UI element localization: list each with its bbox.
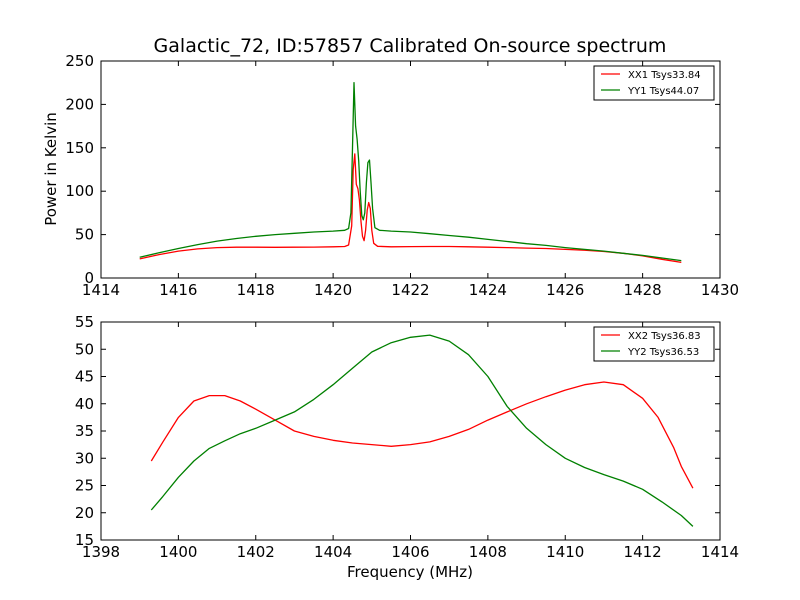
series-line-yy1 xyxy=(139,82,682,262)
x-tick-label: 1410 xyxy=(546,543,584,561)
y-tick-label: 15 xyxy=(75,531,94,549)
x-tick-label: 1430 xyxy=(701,281,739,299)
y-tick-label: 0 xyxy=(84,269,94,287)
x-tick-label: 1416 xyxy=(159,281,197,299)
x-tick-label: 1408 xyxy=(469,543,507,561)
x-tick-label: 1420 xyxy=(314,281,352,299)
top-spectrum-panel: Galactic_72, ID:57857 Calibrated On-sour… xyxy=(42,35,739,299)
x-tick-label: 1412 xyxy=(624,543,662,561)
legend-entry-xx2: XX2 Tsys36.83 xyxy=(628,331,701,342)
x-tick-label: 1404 xyxy=(314,543,352,561)
x-tick-label: 1424 xyxy=(469,281,507,299)
bottom-spectrum-panel: Frequency (MHz) 1398 1400 1402 1404 1406 1408… xyxy=(75,313,739,581)
x-tick-label: 1414 xyxy=(82,281,120,299)
y-tick-label: 200 xyxy=(65,95,94,113)
y-tick-label: 30 xyxy=(75,449,94,467)
x-tick-label: 1398 xyxy=(82,543,120,561)
y-tick-label: 55 xyxy=(75,313,94,331)
x-tick-label: 1422 xyxy=(391,281,429,299)
y-tick-label: 45 xyxy=(75,368,94,386)
x-tick-label: 1406 xyxy=(391,543,429,561)
top-plot-area: 1414 1416 1418 1420 1422 1424 1426 1428 1430 0 50 1… xyxy=(65,52,739,299)
y-tick-label: 20 xyxy=(75,504,94,522)
chart-title: Galactic_72, ID:57857 Calibrated On-sour… xyxy=(154,35,667,57)
x-tick-label: 1426 xyxy=(546,281,584,299)
y-tick-label: 25 xyxy=(75,477,94,495)
bottom-legend: XX2 Tsys36.83 YY2 Tsys36.53 xyxy=(593,326,715,362)
y-tick-label: 50 xyxy=(75,340,94,358)
x-tick-label: 1402 xyxy=(237,543,275,561)
x-axis-label: Frequency (MHz) xyxy=(347,563,473,581)
series-line-xx2 xyxy=(150,381,694,489)
x-tick-label: 1428 xyxy=(624,281,662,299)
series-line-xx1 xyxy=(139,153,682,264)
bottom-plot-area: 1398 1400 1402 1404 1406 1408 1410 1412 1414 15 20… xyxy=(75,313,739,561)
legend-entry-yy1: YY1 Tsys44.07 xyxy=(627,86,699,97)
x-tick-label: 1400 xyxy=(159,543,197,561)
top-legend: XX1 Tsys33.84 YY1 Tsys44.07 xyxy=(593,65,715,101)
series-line-yy2 xyxy=(150,334,694,527)
y-tick-label: 100 xyxy=(65,182,94,200)
legend-box xyxy=(593,326,715,362)
legend-box xyxy=(593,65,715,101)
y-tick-label: 150 xyxy=(65,139,94,157)
legend-entry-yy2: YY2 Tsys36.53 xyxy=(627,347,699,358)
y-tick-label: 40 xyxy=(75,395,94,413)
x-tick-label: 1414 xyxy=(701,543,739,561)
y-tick-label: 250 xyxy=(65,52,94,70)
x-tick-label: 1418 xyxy=(237,281,275,299)
legend-entry-xx1: XX1 Tsys33.84 xyxy=(628,70,701,81)
y-tick-label: 35 xyxy=(75,422,94,440)
y-tick-label: 50 xyxy=(75,226,94,244)
y-axis-label: Power in Kelvin xyxy=(42,112,60,226)
